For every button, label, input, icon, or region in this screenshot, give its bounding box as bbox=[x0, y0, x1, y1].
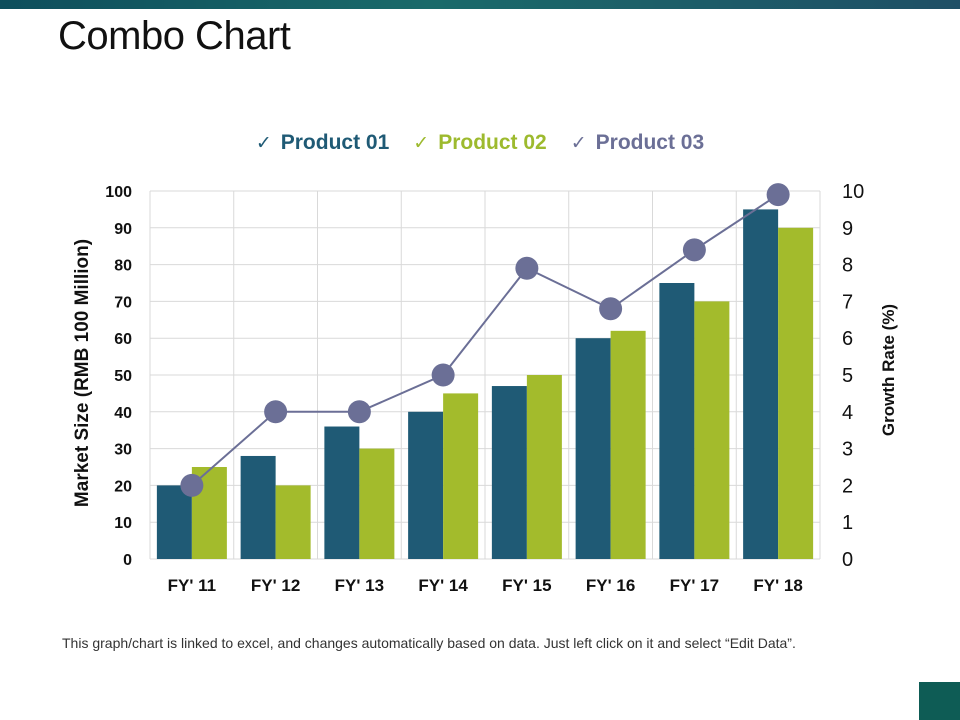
y-tick-label: 50 bbox=[114, 368, 132, 385]
y2-tick-label: 1 bbox=[842, 512, 853, 534]
bar-product-02 bbox=[778, 227, 814, 560]
chart-axes: 0 10 20 30 40 50 60 70 80 90 100 0 1 2 3 4 5 6 7 8 9 10 FY' 11… bbox=[72, 181, 898, 595]
legend-item-product-03[interactable]: ✓ Product 03 bbox=[571, 131, 704, 155]
chart-bars bbox=[156, 209, 814, 560]
corner-decoration bbox=[919, 682, 960, 720]
bar-product-01 bbox=[324, 426, 360, 559]
page-title: Combo Chart bbox=[58, 14, 291, 58]
chart-line bbox=[180, 183, 790, 497]
y2-tick-label: 6 bbox=[842, 328, 853, 350]
bar-product-01 bbox=[575, 338, 611, 559]
bar-product-02 bbox=[610, 330, 646, 559]
y2-tick-label: 4 bbox=[842, 402, 853, 424]
x-tick-label: FY' 11 bbox=[168, 576, 216, 595]
x-tick-label: FY' 18 bbox=[753, 576, 802, 595]
chart-legend[interactable]: ✓ Product 01 ✓ Product 02 ✓ Product 03 bbox=[0, 128, 960, 158]
check-icon: ✓ bbox=[413, 132, 430, 154]
top-accent-bar bbox=[0, 0, 960, 9]
bar-product-01 bbox=[743, 209, 779, 559]
bar-product-01 bbox=[240, 455, 276, 559]
y-tick-label: 30 bbox=[114, 442, 132, 459]
y-axis-title: Market Size (RMB 100 Million) bbox=[72, 239, 93, 507]
y2-tick-label: 10 bbox=[842, 181, 864, 203]
y2-tick-label: 0 bbox=[842, 549, 853, 571]
y2-tick-label: 5 bbox=[842, 365, 853, 387]
line-point bbox=[180, 473, 204, 497]
x-tick-label: FY' 14 bbox=[418, 576, 468, 595]
legend-item-product-02[interactable]: ✓ Product 02 bbox=[413, 131, 546, 155]
check-icon: ✓ bbox=[570, 132, 587, 154]
line-point bbox=[264, 400, 288, 424]
y2-tick-label: 7 bbox=[842, 291, 853, 313]
line-point bbox=[599, 297, 623, 321]
y-tick-label: 0 bbox=[123, 552, 132, 569]
y-tick-label: 10 bbox=[114, 515, 132, 532]
line-point bbox=[515, 256, 539, 280]
line-point bbox=[682, 238, 706, 262]
bar-product-02 bbox=[694, 301, 730, 559]
y-tick-label: 60 bbox=[114, 331, 132, 348]
bar-product-02 bbox=[526, 375, 562, 559]
legend-item-product-01[interactable]: ✓ Product 01 bbox=[256, 131, 389, 155]
y-tick-label: 90 bbox=[114, 221, 132, 238]
y2-tick-label: 9 bbox=[842, 218, 853, 240]
line-point bbox=[347, 400, 371, 424]
y2-tick-label: 3 bbox=[842, 439, 853, 461]
line-point bbox=[431, 363, 455, 387]
x-tick-label: FY' 12 bbox=[251, 576, 300, 595]
bar-product-01 bbox=[408, 411, 444, 559]
y2-tick-label: 2 bbox=[842, 475, 853, 497]
y-tick-label: 20 bbox=[114, 478, 132, 495]
y-tick-label: 100 bbox=[105, 184, 132, 201]
line-point bbox=[766, 183, 790, 207]
footnote: This graph/chart is linked to excel, and… bbox=[62, 635, 796, 651]
legend-label: Product 02 bbox=[438, 131, 547, 154]
legend-label: Product 03 bbox=[595, 131, 705, 154]
y-tick-label: 70 bbox=[114, 294, 132, 311]
line-product-03 bbox=[191, 193, 779, 487]
legend-label: Product 01 bbox=[280, 131, 390, 154]
x-tick-label: FY' 16 bbox=[586, 576, 635, 595]
bar-product-02 bbox=[443, 393, 479, 559]
y-tick-label: 80 bbox=[114, 258, 132, 275]
y2-tick-label: 8 bbox=[842, 255, 853, 277]
y2-axis-title: Growth Rate (%) bbox=[879, 304, 898, 436]
check-icon: ✓ bbox=[255, 132, 272, 154]
x-tick-label: FY' 17 bbox=[670, 576, 719, 595]
bar-product-01 bbox=[156, 485, 192, 559]
bar-product-02 bbox=[275, 485, 311, 559]
bar-product-01 bbox=[659, 283, 695, 559]
bar-product-01 bbox=[491, 386, 527, 559]
x-tick-label: FY' 15 bbox=[502, 576, 551, 595]
bar-product-02 bbox=[359, 448, 395, 559]
x-tick-label: FY' 13 bbox=[335, 576, 384, 595]
y-tick-label: 40 bbox=[114, 405, 132, 422]
